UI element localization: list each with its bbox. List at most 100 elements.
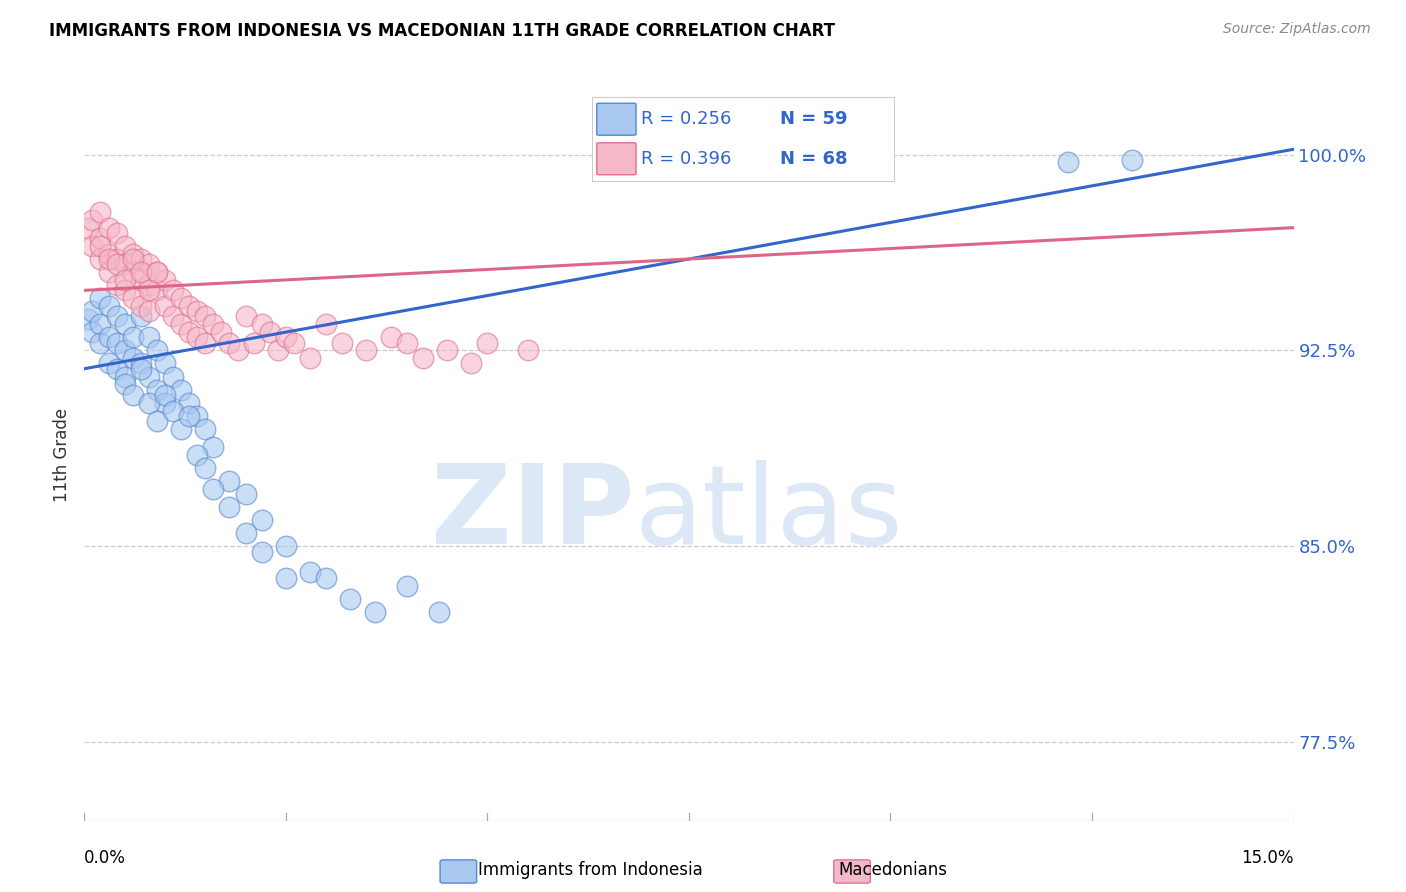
Point — [138, 278, 160, 293]
Text: Macedonians: Macedonians — [838, 861, 948, 879]
Point — [218, 474, 240, 488]
FancyBboxPatch shape — [596, 103, 636, 136]
Point — [315, 318, 337, 332]
Point — [218, 335, 240, 350]
Point — [194, 335, 217, 350]
Point — [186, 304, 208, 318]
Point — [138, 395, 160, 409]
Point — [186, 409, 208, 423]
Point — [283, 335, 305, 350]
Text: 15.0%: 15.0% — [1241, 849, 1294, 867]
Point — [235, 526, 257, 541]
Point — [299, 351, 322, 366]
Point — [250, 544, 273, 558]
Point — [395, 578, 418, 592]
Text: IMMIGRANTS FROM INDONESIA VS MACEDONIAN 11TH GRADE CORRELATION CHART: IMMIGRANTS FROM INDONESIA VS MACEDONIAN … — [49, 22, 835, 40]
Point — [146, 265, 169, 279]
Point — [121, 252, 143, 266]
Point — [146, 414, 169, 428]
Point — [114, 257, 136, 271]
Point — [105, 226, 128, 240]
Point — [129, 273, 152, 287]
Point — [89, 318, 111, 332]
Text: atlas: atlas — [634, 460, 903, 567]
Point — [97, 252, 120, 266]
Point — [97, 247, 120, 261]
Point — [218, 500, 240, 515]
Point — [105, 310, 128, 324]
Text: N = 68: N = 68 — [779, 150, 848, 168]
Point — [77, 220, 100, 235]
Point — [194, 422, 217, 436]
Point — [226, 343, 249, 358]
Point — [274, 571, 297, 585]
Point — [89, 252, 111, 266]
Point — [121, 247, 143, 261]
Point — [153, 356, 176, 371]
Point — [460, 356, 482, 371]
Point — [89, 335, 111, 350]
Point — [427, 605, 450, 619]
Point — [121, 291, 143, 305]
Point — [162, 403, 184, 417]
Point — [82, 239, 104, 253]
Point — [138, 304, 160, 318]
Point — [186, 448, 208, 462]
Point — [138, 330, 160, 344]
Text: ZIP: ZIP — [432, 460, 634, 567]
Point — [146, 265, 169, 279]
Text: N = 59: N = 59 — [779, 111, 848, 128]
Point — [89, 205, 111, 219]
Point — [274, 330, 297, 344]
Point — [267, 343, 290, 358]
Point — [242, 335, 264, 350]
Point — [121, 388, 143, 402]
Point — [162, 369, 184, 384]
Point — [114, 239, 136, 253]
Point — [412, 351, 434, 366]
Point — [162, 310, 184, 324]
Point — [170, 318, 193, 332]
Point — [250, 318, 273, 332]
Point — [82, 212, 104, 227]
Point — [77, 312, 100, 326]
Point — [202, 482, 225, 496]
Point — [121, 330, 143, 344]
Point — [114, 377, 136, 392]
Point — [153, 299, 176, 313]
Point — [363, 605, 385, 619]
Point — [129, 356, 152, 371]
Point — [179, 299, 201, 313]
Point — [477, 335, 499, 350]
Point — [146, 343, 169, 358]
Point — [209, 325, 232, 339]
Point — [179, 395, 201, 409]
Point — [235, 310, 257, 324]
Point — [82, 304, 104, 318]
Point — [105, 361, 128, 376]
Point — [170, 383, 193, 397]
Point — [395, 335, 418, 350]
Text: Source: ZipAtlas.com: Source: ZipAtlas.com — [1223, 22, 1371, 37]
Point — [202, 318, 225, 332]
Point — [89, 291, 111, 305]
Point — [121, 265, 143, 279]
Point — [138, 257, 160, 271]
Point — [1121, 153, 1143, 167]
Point — [162, 284, 184, 298]
Point — [146, 284, 169, 298]
Point — [97, 220, 120, 235]
Point — [170, 422, 193, 436]
Text: R = 0.256: R = 0.256 — [641, 111, 731, 128]
Point — [97, 265, 120, 279]
Point — [259, 325, 281, 339]
Point — [1056, 155, 1078, 169]
Point — [138, 369, 160, 384]
Point — [105, 257, 128, 271]
Point — [138, 284, 160, 298]
Point — [129, 299, 152, 313]
Point — [129, 252, 152, 266]
Point — [97, 330, 120, 344]
Point — [202, 440, 225, 454]
Point — [153, 388, 176, 402]
